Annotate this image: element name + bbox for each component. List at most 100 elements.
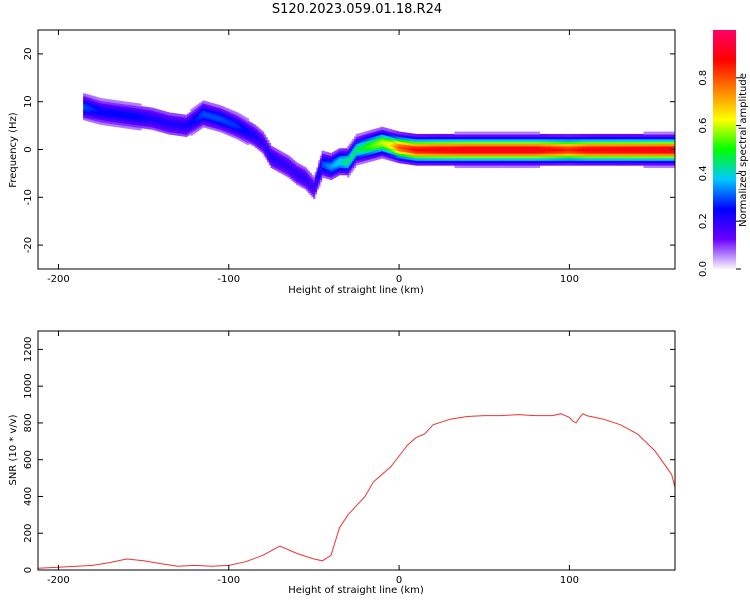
spectrogram-cell (364, 155, 367, 159)
spectrogram-cell (430, 162, 433, 166)
spectrogram-cell (277, 149, 280, 153)
spectrogram-cell (205, 115, 209, 119)
spectrogram-cell (549, 133, 553, 137)
spectrogram-cell (376, 156, 379, 160)
spectrogram-cell (282, 154, 285, 158)
spectrogram-cell (425, 133, 428, 137)
spectrogram-cell (554, 162, 558, 166)
spectrogram-cell (301, 165, 304, 169)
spectrogram-cell (243, 137, 246, 141)
spectrogram-cell (122, 106, 125, 109)
spectrogram-cell (471, 165, 474, 169)
spectrogram-cell (531, 145, 534, 149)
spectrogram-cell (512, 148, 515, 152)
spectrogram-cell (439, 153, 442, 157)
spectrogram-cell (144, 123, 147, 127)
spectrogram-cell (539, 162, 542, 166)
spectrogram-cell (364, 136, 367, 140)
spectrogram-cell (663, 160, 667, 164)
spectrogram-cell (355, 155, 358, 159)
spectrogram-cell (382, 132, 386, 136)
spectrogram-cell (321, 160, 324, 164)
spectrogram-cell (369, 130, 372, 134)
snr-x-tick-label: 100 (560, 575, 579, 586)
spectrogram-cell (476, 162, 479, 166)
spectrogram-cell (578, 148, 582, 152)
spectrogram-cell (527, 150, 530, 154)
spectrogram-cell (198, 107, 202, 111)
spectrogram-cell (89, 97, 93, 101)
spectrogram-cell (231, 129, 234, 133)
spectrogram-cell (93, 108, 96, 112)
spectrogram-cell (672, 145, 675, 149)
spectrogram-cell (624, 155, 628, 159)
spectrogram-cell (536, 143, 539, 147)
spectrogram-cell (672, 150, 675, 154)
spectrogram-cell (88, 94, 91, 98)
spectrogram-cell (401, 153, 404, 157)
spectrogram-cell (244, 131, 248, 135)
spectrogram-cell (166, 119, 169, 123)
spectrogram-cell (532, 160, 536, 164)
spectrogram-cell (452, 136, 456, 140)
spectrogram-cell (382, 134, 386, 138)
spectrogram-cell (289, 156, 292, 160)
spectrogram-cell (233, 118, 236, 122)
spectrogram-cell (369, 158, 372, 162)
spectrogram-cell (129, 111, 132, 115)
spectrogram-cell (466, 136, 469, 140)
spectrogram-cell (652, 138, 655, 142)
spectrogram-cell (370, 141, 374, 145)
spectrogram-cell (353, 165, 357, 169)
spectrogram-cell (544, 148, 548, 152)
spectrogram-cell (146, 116, 149, 120)
spectrogram-cell (326, 156, 329, 160)
spectrogram-cell (505, 153, 508, 157)
spectrogram-cell (476, 136, 479, 140)
spectrogram-cell (623, 138, 626, 142)
spectrogram-cell (200, 125, 203, 129)
spectrogram-cell (227, 118, 231, 122)
spectrogram-cell (413, 136, 416, 140)
spectrogram-cell (590, 157, 593, 161)
spectrogram-cell (493, 136, 496, 140)
spectrogram-cell (221, 115, 224, 119)
spectrogram-cell (204, 110, 207, 114)
spectrogram-cell (510, 145, 513, 149)
spectrogram-cell (527, 138, 530, 142)
spectrogram-cell (132, 124, 135, 128)
spectrogram-cell (120, 112, 123, 116)
spectrogram-cell (89, 102, 93, 106)
spectrogram-cell (323, 167, 326, 171)
spectrogram-cell (171, 120, 175, 124)
spectrogram-cell (227, 120, 231, 124)
spectrogram-cell (483, 143, 486, 147)
spectrogram-cell (318, 181, 321, 185)
spectrogram-cell (565, 133, 568, 137)
spectrogram-cell (485, 162, 488, 166)
spectrogram-cell (120, 108, 123, 112)
spectrogram-cell (636, 150, 639, 154)
spectrogram-cell (319, 179, 323, 183)
spectrogram-cell (352, 143, 355, 147)
spectrogram-cell (670, 141, 674, 145)
spectrogram-cell (624, 141, 628, 145)
spectrogram-cell (646, 148, 650, 152)
spectrogram-cell (173, 127, 176, 131)
spectrogram-cell (634, 145, 638, 149)
spectrogram-cell (338, 150, 341, 154)
spectrogram-cell (657, 153, 660, 157)
spectrogram-cell (660, 136, 663, 140)
spectrogram-cell (667, 133, 670, 137)
spectrogram-cell (129, 116, 132, 120)
spectrogram-cell (178, 130, 181, 134)
spectrogram-cell (505, 141, 508, 145)
spectrogram-cell (227, 108, 231, 112)
spectrogram-cell (279, 153, 282, 157)
spectrogram-cell (558, 145, 561, 149)
spectrogram-cell (433, 143, 437, 147)
spectrogram-cell (418, 160, 421, 164)
spectrogram-cell (175, 113, 178, 117)
spectrogram-cell (405, 149, 408, 153)
spectrogram-cell (541, 157, 544, 161)
